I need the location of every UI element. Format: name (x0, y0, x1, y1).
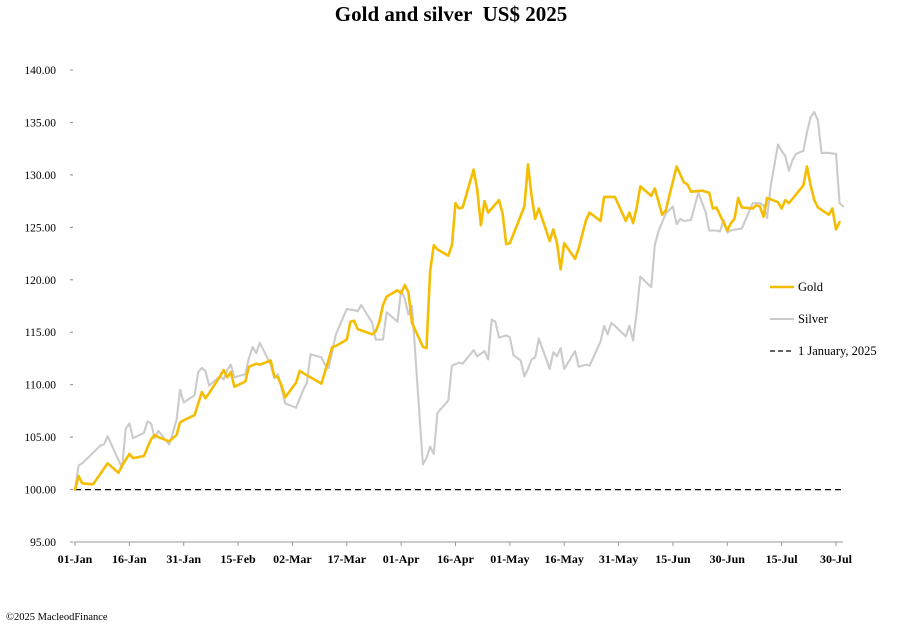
x-tick-label: 17-Mar (327, 552, 366, 566)
x-tick-label: 01-Apr (383, 552, 420, 566)
y-tick-label: 130.00 (24, 170, 56, 182)
copyright-notice: ©2025 MacleodFinance (6, 612, 108, 623)
legend-label: Gold (798, 280, 824, 294)
legend: Gold Silver 1 January, 2025 (770, 280, 877, 358)
y-tick-label: 100.00 (24, 485, 56, 497)
x-tick-label: 01-May (490, 552, 529, 566)
x-tick-label: 15-Jul (766, 552, 799, 566)
y-tick-label: 120.00 (24, 275, 56, 287)
y-tick-label: 135.00 (24, 117, 56, 129)
x-axis: 01-Jan 16-Jan 31-Jan 15-Feb 02-Mar 17-Mar 01-A… (58, 541, 853, 566)
x-tick-label: 15-Feb (220, 552, 256, 566)
y-tick-label: 125.00 (24, 222, 56, 234)
series-line-gold (73, 163, 841, 491)
chart-title: Gold and silver US$ 2025 (334, 2, 568, 26)
x-tick-label: 01-Jan (58, 552, 93, 566)
series-layer (73, 110, 845, 491)
series-line-silver (73, 110, 845, 491)
x-tick-label: 02-Mar (273, 552, 312, 566)
y-axis: 95.00 100.00 105.00 110.00 115.00 120.00 125.0… (24, 65, 73, 549)
x-tick-label: 30-Jun (710, 552, 746, 566)
x-tick-label: 16-Jan (112, 552, 147, 566)
legend-label: 1 January, 2025 (798, 344, 877, 358)
x-tick-label: 15-Jun (655, 552, 691, 566)
y-tick-label: 95.00 (30, 537, 56, 549)
y-tick-label: 140.00 (24, 65, 56, 77)
y-tick-label: 105.00 (24, 432, 56, 444)
x-tick-label: 31-May (599, 552, 638, 566)
x-tick-label: 30-Jul (820, 552, 853, 566)
x-tick-label: 16-May (545, 552, 584, 566)
y-tick-label: 115.00 (25, 327, 56, 339)
y-tick-label: 110.00 (25, 380, 56, 392)
legend-label: Silver (798, 312, 829, 326)
x-tick-label: 31-Jan (166, 552, 201, 566)
x-tick-label: 16-Apr (437, 552, 474, 566)
